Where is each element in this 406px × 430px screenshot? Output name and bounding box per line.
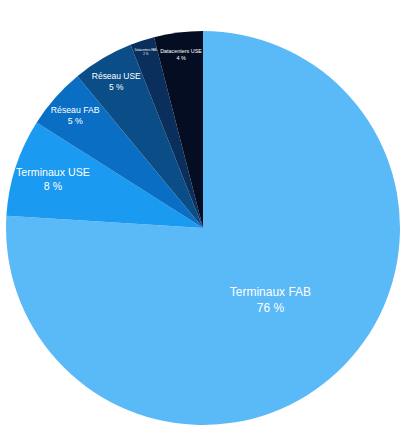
svg-text:Datacenters FAB2 %: Datacenters FAB2 %: [135, 48, 157, 56]
svg-text:Réseau FAB5 %: Réseau FAB5 %: [51, 105, 100, 126]
svg-text:Terminaux USE8 %: Terminaux USE8 %: [16, 166, 90, 192]
svg-text:Réseau USE5 %: Réseau USE5 %: [92, 71, 141, 92]
svg-text:Datacenters USE4 %: Datacenters USE4 %: [160, 48, 202, 61]
svg-text:Terminaux FAB76 %: Terminaux FAB76 %: [230, 285, 311, 315]
